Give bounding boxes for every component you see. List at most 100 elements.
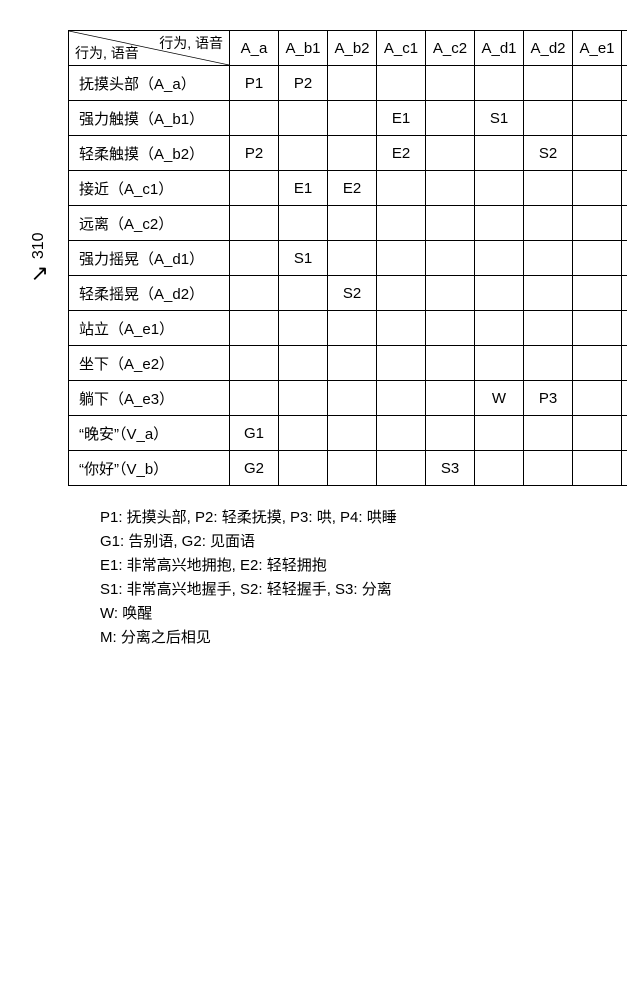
cell: S2 (524, 136, 573, 171)
cell (230, 381, 279, 416)
cell (622, 66, 627, 101)
cell (524, 416, 573, 451)
legend-line: W: 唤醒 (100, 602, 397, 626)
cell (475, 66, 524, 101)
table-row: 躺下（A_e3）WP3 (69, 381, 627, 416)
cell (475, 416, 524, 451)
cell (475, 171, 524, 206)
cell (524, 66, 573, 101)
cell (328, 206, 377, 241)
cell (279, 136, 328, 171)
cell (328, 241, 377, 276)
col-header: A_e1 (573, 31, 622, 66)
cell (426, 241, 475, 276)
ref-arrow: ↘ (32, 265, 45, 283)
col-header: A_b2 (328, 31, 377, 66)
cell (573, 311, 622, 346)
legend-line: E1: 非常高兴地拥抱, E2: 轻轻拥抱 (100, 554, 397, 578)
cell: S1 (279, 241, 328, 276)
cell (573, 206, 622, 241)
row-header: “晚安”（V_a） (69, 416, 230, 451)
cell (573, 66, 622, 101)
table-row: 抚摸头部（A_a）P1P2G1G2 (69, 66, 627, 101)
row-header: 接近（A_c1） (69, 171, 230, 206)
cell (524, 241, 573, 276)
cell (230, 241, 279, 276)
cell: E1 (279, 171, 328, 206)
figure-container: ↘ 310 行为, 语音 行为, 语音 A_aA_b1A_b2A_c1A_c2A… (30, 30, 597, 650)
table-head: 行为, 语音 行为, 语音 A_aA_b1A_b2A_c1A_c2A_d1A_d… (69, 31, 627, 66)
cell (524, 206, 573, 241)
cell (328, 451, 377, 486)
cell (426, 136, 475, 171)
cell (622, 136, 627, 171)
cell: S2 (328, 276, 377, 311)
cell (426, 206, 475, 241)
cell: P2 (230, 136, 279, 171)
cell (230, 101, 279, 136)
legend-line: P1: 抚摸头部, P2: 轻柔抚摸, P3: 哄, P4: 哄睡 (100, 506, 397, 530)
cell (524, 451, 573, 486)
cell (230, 311, 279, 346)
cell (377, 416, 426, 451)
cell (573, 346, 622, 381)
col-header: A_b1 (279, 31, 328, 66)
col-header: A_c2 (426, 31, 475, 66)
cell (524, 311, 573, 346)
row-header: 轻柔摇晃（A_d2） (69, 276, 230, 311)
cell: E1 (377, 101, 426, 136)
cell (475, 311, 524, 346)
cell (279, 101, 328, 136)
cell (377, 311, 426, 346)
cell (328, 346, 377, 381)
cell (622, 451, 627, 486)
cell (328, 101, 377, 136)
table-row: 强力摇晃（A_d1）S1W (69, 241, 627, 276)
cell (622, 241, 627, 276)
table-row: “你好”（V_b）G2S3P4 (69, 451, 627, 486)
cell (279, 206, 328, 241)
cell (622, 276, 627, 311)
cell (279, 451, 328, 486)
cell (377, 381, 426, 416)
diag-bottom-label: 行为, 语音 (75, 43, 139, 63)
cell (622, 171, 627, 206)
cell: G2 (230, 451, 279, 486)
cell (475, 276, 524, 311)
table-row: 强力触摸（A_b1）E1S1 (69, 101, 627, 136)
cell (622, 101, 627, 136)
ref-number: 310 (30, 232, 48, 259)
row-header: 抚摸头部（A_a） (69, 66, 230, 101)
figure-ref-label: ↘ 310 (30, 232, 48, 283)
row-header: “你好”（V_b） (69, 451, 230, 486)
table-row: 接近（A_c1）E1E2M (69, 171, 627, 206)
cell (622, 346, 627, 381)
cell (573, 101, 622, 136)
cell (622, 381, 627, 416)
row-header: 坐下（A_e2） (69, 346, 230, 381)
cell (475, 451, 524, 486)
legend-line: M: 分离之后相见 (100, 626, 397, 650)
cell (426, 66, 475, 101)
row-header: 站立（A_e1） (69, 311, 230, 346)
cell (426, 171, 475, 206)
cell (573, 171, 622, 206)
diag-top-label: 行为, 语音 (159, 33, 223, 53)
row-header: 强力摇晃（A_d1） (69, 241, 230, 276)
table-row: 轻柔摇晃（A_d2）S2P3 (69, 276, 627, 311)
cell (524, 101, 573, 136)
cell (622, 416, 627, 451)
cell (377, 171, 426, 206)
row-header: 强力触摸（A_b1） (69, 101, 230, 136)
row-header: 轻柔触摸（A_b2） (69, 136, 230, 171)
cell: E2 (377, 136, 426, 171)
diagonal-header: 行为, 语音 行为, 语音 (69, 31, 230, 66)
col-header: A_a (230, 31, 279, 66)
cell (573, 241, 622, 276)
cell (377, 346, 426, 381)
table-row-wrap: ↘ 310 行为, 语音 行为, 语音 A_aA_b1A_b2A_c1A_c2A… (30, 30, 627, 486)
cell: W (475, 381, 524, 416)
cell (475, 136, 524, 171)
cell (426, 276, 475, 311)
cell (377, 451, 426, 486)
